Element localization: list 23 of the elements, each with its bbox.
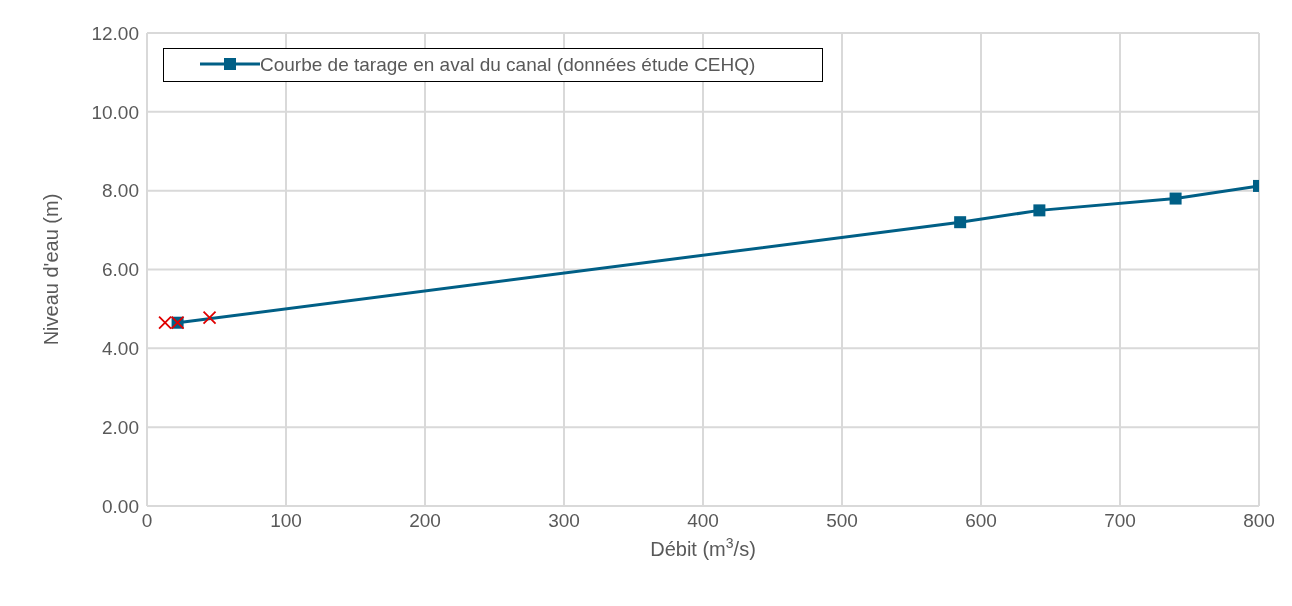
- y-tick-label: 8.00: [102, 180, 139, 202]
- x-axis-title: Débit (m$^{3}$/s): [650, 535, 756, 560]
- point: [954, 216, 967, 229]
- point: [1033, 204, 1046, 217]
- y-tick-label: 12.00: [91, 22, 139, 44]
- x-tick-label: 800: [1243, 510, 1275, 532]
- y-tick-label: 6.00: [102, 259, 139, 281]
- point: [202, 310, 217, 325]
- x-tick-label: 400: [687, 510, 719, 532]
- x-tick-label: 300: [548, 510, 580, 532]
- y-axis-title: Niveau d'eau (m): [40, 193, 62, 346]
- x-tick-label: 100: [270, 510, 302, 532]
- legend-label: Courbe de tarage en aval du canal (données étude CEHQ): [260, 53, 757, 77]
- point: [1169, 192, 1182, 205]
- x-tick-label: 500: [826, 510, 858, 532]
- x-tick-label: 600: [965, 510, 997, 532]
- y-tick-label: 10.00: [91, 101, 139, 123]
- y-tick-label: 4.00: [102, 338, 139, 360]
- x-tick-label: 200: [409, 510, 441, 532]
- y-tick-label: 2.00: [102, 416, 139, 438]
- y-tick-label: 0.00: [102, 495, 139, 517]
- x-tick-label: 0: [141, 510, 153, 532]
- x-tick-label: 700: [1104, 510, 1136, 532]
